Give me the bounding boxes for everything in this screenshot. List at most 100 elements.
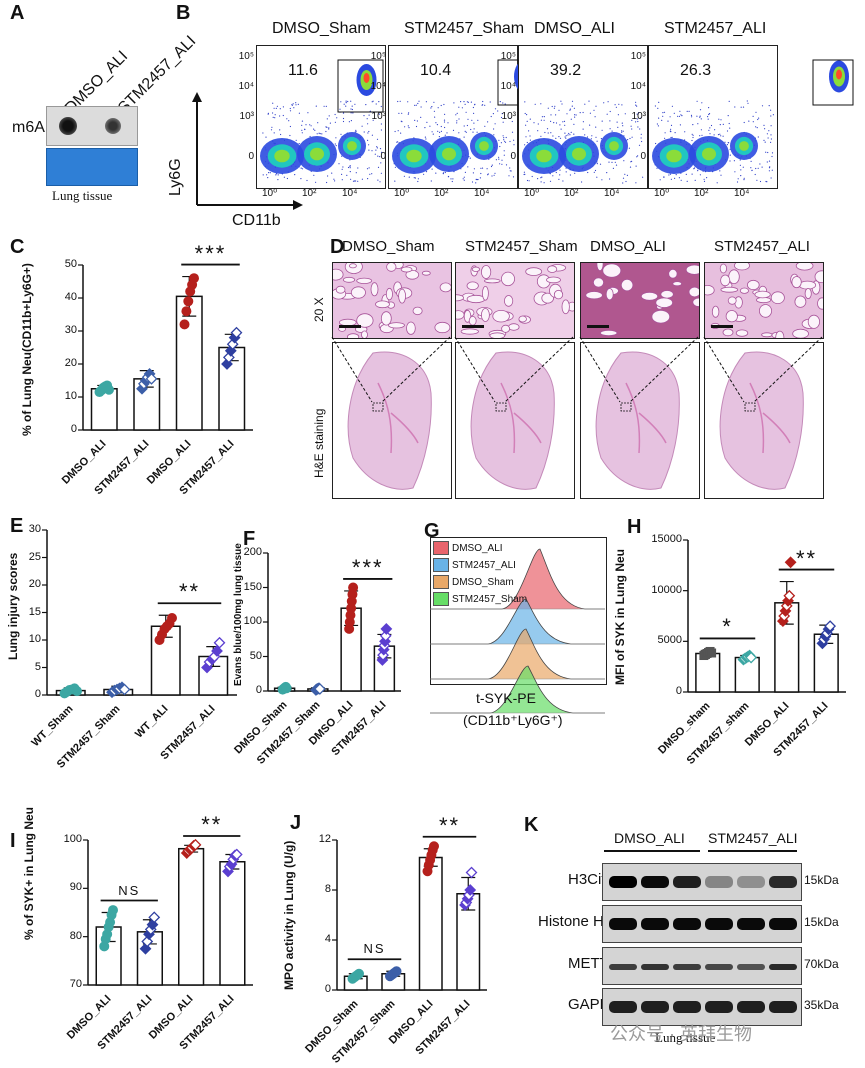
gate-box — [337, 59, 384, 113]
flow-y-tick: 10⁵ — [500, 51, 516, 62]
significance-marker: *** — [194, 240, 227, 266]
he-column-title: STM2457_ALI — [714, 238, 810, 255]
molecular-weight-marker: 15kDa — [804, 915, 839, 929]
bar-chart-c — [78, 263, 253, 431]
legend-swatch — [433, 541, 449, 555]
panel-label-h: H — [627, 516, 642, 538]
cd11b-arrow-head — [293, 200, 303, 210]
data-point — [348, 582, 359, 593]
bar-chart-h — [683, 539, 846, 693]
cd11b-axis-label: CD11b — [232, 212, 281, 229]
bar-chart-j — [332, 835, 487, 991]
bar-chart-i — [83, 835, 253, 986]
gate-percentage: 10.4 — [420, 62, 452, 79]
data-point — [824, 620, 837, 633]
histogram-stm2457-sham — [430, 665, 605, 714]
histogram-dmso-sham — [430, 628, 605, 680]
he-20x-image — [704, 262, 824, 339]
bar-chart-e — [42, 529, 237, 699]
blot-row-label: H3Cit — [568, 871, 606, 888]
error-bar — [779, 580, 794, 625]
bar — [219, 861, 246, 986]
legend-swatch — [433, 558, 449, 572]
legend-item: STM2457_Sham — [433, 591, 527, 607]
data-point — [465, 866, 478, 879]
y-tick-label: 80 — [69, 929, 82, 942]
flow-x-tick: 10² — [302, 188, 317, 199]
histogram-dmso-ali — [430, 548, 605, 610]
data-point — [72, 686, 82, 697]
protein-band — [737, 964, 765, 970]
y-tick-label: 0 — [324, 983, 331, 995]
he-20x-image — [580, 262, 700, 339]
protein-band — [737, 1001, 765, 1013]
syk-histograms — [430, 548, 605, 714]
flow-x-tick: 10² — [694, 188, 709, 199]
panel-k-caption: Lung tissue — [655, 1030, 716, 1045]
y-tick-label: 200 — [243, 546, 262, 558]
y-tick-label: 0 — [34, 688, 41, 700]
y-tick-label: 50 — [64, 258, 77, 270]
blot-row-label: Histone H3 — [538, 913, 613, 930]
bar-chart-f — [263, 552, 401, 696]
legend-item: DMSO_ALI — [433, 540, 527, 556]
protein-band — [705, 964, 733, 970]
data-point — [429, 841, 439, 852]
data-point — [313, 683, 326, 695]
flow-plot-title: STM2457_ALI — [664, 20, 767, 37]
y-tick-label: 100 — [243, 615, 262, 627]
data-point — [183, 296, 194, 307]
data-point — [146, 918, 159, 931]
gate-percentage: 26.3 — [680, 62, 712, 79]
flow-y-tick: 10³ — [239, 111, 254, 122]
protein-band — [609, 964, 637, 970]
data-point — [181, 306, 192, 317]
protein-band — [769, 876, 797, 888]
protein-band — [769, 918, 797, 930]
data-point — [380, 622, 393, 635]
panel-label-g: G — [424, 520, 440, 542]
lung-lobe-shape — [347, 351, 432, 490]
panel-label-d: D — [330, 236, 345, 258]
y-tick-label: 25 — [28, 550, 41, 563]
panel-label-i: I — [10, 830, 16, 852]
blot-group-2: STM2457_ALI — [708, 830, 798, 846]
data-point — [391, 966, 402, 977]
flow-y-tick: 10³ — [501, 111, 516, 122]
y-tick-label: 5 — [34, 660, 41, 673]
data-point — [707, 648, 717, 658]
data-point — [108, 905, 118, 916]
data-point — [213, 636, 226, 649]
data-point — [464, 884, 477, 896]
panel-label-e: E — [10, 515, 24, 537]
data-point — [784, 556, 797, 569]
protein-band — [609, 876, 637, 888]
significance-marker: * — [722, 614, 733, 640]
significance-marker: NS — [118, 882, 141, 898]
lung-lobe-shape — [595, 351, 680, 490]
y-tick-label: 0 — [70, 423, 77, 435]
data-point — [167, 613, 177, 623]
western-blot-mettl3 — [602, 947, 802, 985]
flow-density-plot — [652, 59, 854, 184]
y-tick-label: 10000 — [651, 583, 682, 596]
protein-band — [673, 876, 701, 888]
flow-y-tick: 10⁴ — [238, 81, 254, 92]
alveoli-texture — [705, 263, 823, 338]
flow-y-tick: 10⁴ — [630, 81, 646, 92]
flow-y-tick: 0 — [248, 151, 254, 162]
y-tick-label: 4 — [324, 933, 331, 945]
data-point — [745, 651, 758, 664]
y-tick-label: 12 — [318, 833, 331, 845]
legend-label: DMSO_Sham — [452, 576, 514, 588]
he-column-title: STM2457_Sham — [465, 238, 578, 255]
data-point — [230, 326, 243, 339]
dot-stm2457-ali — [105, 118, 121, 134]
western-blot-h3cit — [602, 863, 802, 901]
flow-density-plot — [392, 59, 539, 184]
scale-bar — [462, 325, 484, 328]
y-tick-label: 40 — [64, 291, 77, 303]
data-point — [179, 319, 190, 330]
legend-item: STM2457_ALI — [433, 557, 527, 573]
he-whole-lobe-image — [580, 342, 700, 499]
